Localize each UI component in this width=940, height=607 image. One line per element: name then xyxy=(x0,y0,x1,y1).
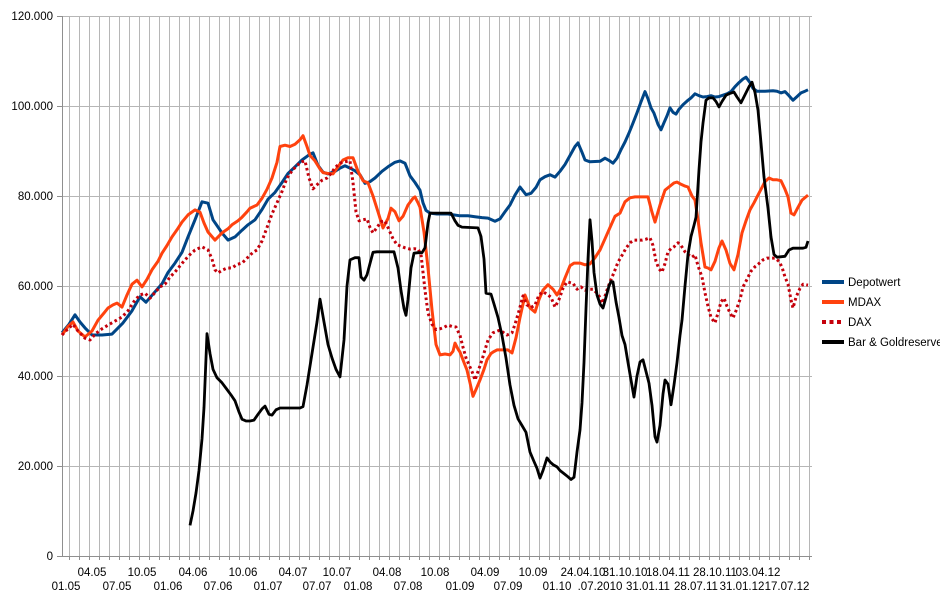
x-axis-label: 10.06 xyxy=(229,567,258,579)
y-axis-label: 80.000 xyxy=(18,191,53,203)
x-axis-labels: 01.05 04.05 07.05 10.05 01.06 04.06 07.06 10.06… xyxy=(52,567,810,593)
x-axis-label: 04.05 xyxy=(78,567,107,579)
x-axis-label: 01.05 xyxy=(52,581,81,593)
x-axis-label: 04.07 xyxy=(279,567,308,579)
y-axis-label: 40.000 xyxy=(18,371,53,383)
series-line-dax xyxy=(60,159,809,382)
legend-label-depotwert: Depotwert xyxy=(848,277,901,289)
axes xyxy=(57,16,812,560)
x-axis-label: 18.04.11 xyxy=(646,567,690,579)
x-axis-label: 07.07 xyxy=(303,581,332,593)
x-axis-label: 17.07.12 xyxy=(765,581,810,593)
x-axis-label: .07.2010 xyxy=(578,581,623,593)
x-axis-label: 01.10 xyxy=(543,581,572,593)
legend-label-mdax: MDAX xyxy=(848,297,882,309)
x-axis-label: 31.01.11 xyxy=(626,581,670,593)
x-axis-label: 04.08 xyxy=(373,567,402,579)
x-axis-label: 10.05 xyxy=(128,567,157,579)
x-axis-label: 04.09 xyxy=(471,567,500,579)
x-axis-label: 07.05 xyxy=(103,581,132,593)
x-axis-label: 01.07 xyxy=(254,581,283,593)
x-axis-label: 28.07.11 xyxy=(674,581,718,593)
x-axis-label: 01.06 xyxy=(154,581,183,593)
x-axis-label: 10.09 xyxy=(519,567,548,579)
y-axis-labels: 0 20.000 40.000 60.000 80.000 100.000 120.000 xyxy=(11,11,53,563)
x-axis-label: 28.10.11 xyxy=(693,567,737,579)
x-axis-label: 31.01.12 xyxy=(720,581,765,593)
y-axis-label: 20.000 xyxy=(18,461,53,473)
y-axis-label: 60.000 xyxy=(18,281,53,293)
x-axis-label: 07.06 xyxy=(204,581,233,593)
x-axis-label: 04.06 xyxy=(179,567,208,579)
horizontal-gridlines xyxy=(62,16,812,467)
x-axis-label: 07.09 xyxy=(494,581,523,593)
x-axis-label: 03.04.12 xyxy=(736,567,781,579)
x-axis-label: 31.10.10 xyxy=(603,567,648,579)
x-axis-label: 10.07 xyxy=(323,567,352,579)
x-axis-label: 07.08 xyxy=(394,581,423,593)
x-axis-label: 01.09 xyxy=(446,581,475,593)
y-axis-label: 100.000 xyxy=(11,101,53,113)
x-axis-label: 10.08 xyxy=(421,567,450,579)
legend: Depotwert MDAX DAX Bar & Goldreserven xyxy=(822,277,940,349)
series-line-mdax xyxy=(60,134,809,398)
x-axis-label: 01.08 xyxy=(344,581,373,593)
y-axis-label: 120.000 xyxy=(11,11,53,23)
y-axis-label: 0 xyxy=(47,551,53,563)
series-line-depotwert xyxy=(60,75,809,337)
legend-label-bar-goldreserven: Bar & Goldreserven xyxy=(848,337,940,349)
legend-label-dax: DAX xyxy=(848,317,872,329)
x-axis-label: 24.04.10 xyxy=(561,567,606,579)
series-line-bar-goldreserven xyxy=(188,80,810,526)
